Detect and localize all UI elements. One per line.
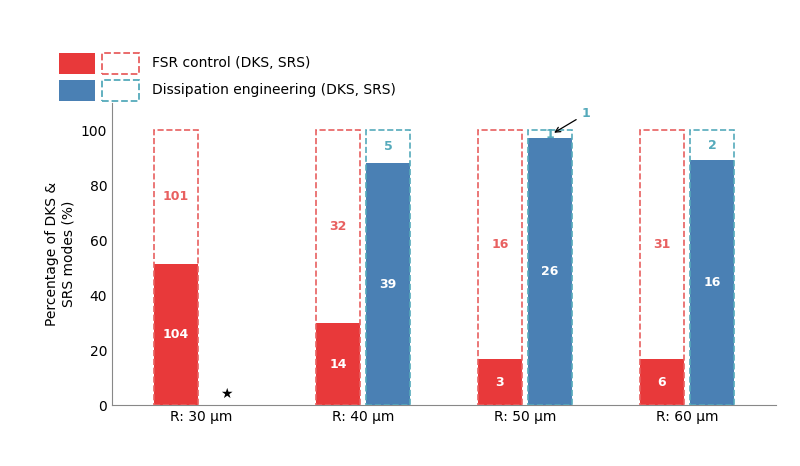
Text: 2: 2 bbox=[708, 139, 717, 152]
Bar bbox=[478, 130, 522, 405]
Bar bbox=[154, 130, 198, 405]
Bar bbox=[366, 130, 410, 405]
Bar bbox=[316, 323, 360, 405]
Bar bbox=[366, 163, 410, 405]
Text: 31: 31 bbox=[653, 238, 670, 251]
Text: 14: 14 bbox=[329, 357, 346, 370]
Bar bbox=[528, 130, 572, 405]
Text: 26: 26 bbox=[542, 265, 558, 278]
Bar bbox=[640, 130, 684, 405]
Text: 16: 16 bbox=[703, 276, 721, 289]
Bar bbox=[59, 53, 95, 74]
Bar bbox=[640, 359, 684, 405]
Bar bbox=[690, 160, 734, 405]
Text: 32: 32 bbox=[330, 220, 346, 233]
Y-axis label: Percentage of DKS &
SRS modes (%): Percentage of DKS & SRS modes (%) bbox=[45, 182, 75, 326]
Text: 39: 39 bbox=[379, 278, 397, 291]
Text: Dissipation engineering (DKS, SRS): Dissipation engineering (DKS, SRS) bbox=[152, 83, 396, 97]
Text: 6: 6 bbox=[658, 376, 666, 389]
Text: 104: 104 bbox=[163, 328, 189, 341]
Bar bbox=[154, 264, 198, 405]
Text: 3: 3 bbox=[495, 376, 504, 389]
Bar bbox=[316, 130, 360, 405]
Bar bbox=[528, 138, 572, 405]
Text: FSR control (DKS, SRS): FSR control (DKS, SRS) bbox=[152, 56, 310, 70]
Text: 5: 5 bbox=[384, 140, 393, 153]
Bar bbox=[102, 53, 138, 74]
Bar bbox=[478, 359, 522, 405]
Text: 1: 1 bbox=[546, 128, 554, 141]
Bar bbox=[102, 80, 138, 101]
Text: 1: 1 bbox=[555, 108, 590, 132]
Text: 101: 101 bbox=[163, 190, 189, 203]
Bar bbox=[59, 80, 95, 101]
Text: ★: ★ bbox=[220, 387, 233, 401]
Bar bbox=[690, 130, 734, 405]
Text: 16: 16 bbox=[491, 238, 509, 251]
